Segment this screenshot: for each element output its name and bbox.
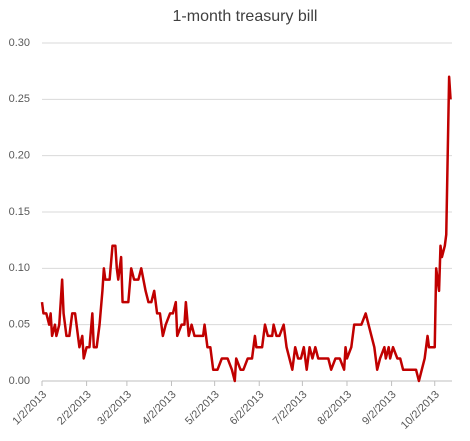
x-tick-label: 3/2/2013: [95, 389, 134, 428]
x-tick-label: 8/2/2013: [315, 389, 354, 428]
x-tick-label: 1/2/2013: [10, 389, 49, 428]
y-tick-label: 0.05: [9, 319, 30, 331]
x-tick-label: 2/2/2013: [55, 389, 94, 428]
x-tick-label: 5/2/2013: [183, 389, 222, 428]
y-tick-label: 0.10: [9, 262, 30, 274]
chart-title: 1-month treasury bill: [173, 8, 318, 25]
y-tick-label: 0.00: [9, 375, 30, 387]
y-tick-label: 0.15: [9, 206, 30, 218]
x-tick-label: 10/2/2013: [399, 389, 442, 432]
x-tick-label: 7/2/2013: [271, 389, 310, 428]
data-line: [40, 75, 452, 383]
x-tick-label: 9/2/2013: [360, 389, 399, 428]
x-tick-label: 4/2/2013: [140, 389, 179, 428]
y-tick-label: 0.20: [9, 150, 30, 162]
y-tick-label: 0.25: [9, 93, 30, 105]
y-tick-label: 0.30: [9, 37, 30, 49]
x-tick-label: 6/2/2013: [228, 389, 267, 428]
